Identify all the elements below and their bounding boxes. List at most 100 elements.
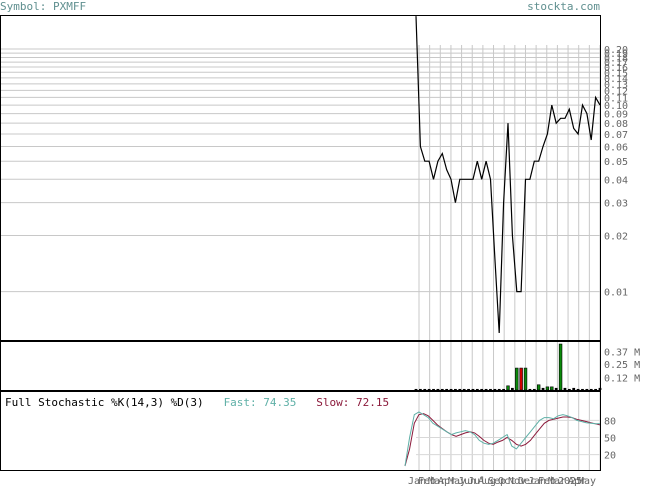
x-tick-label: May [448,476,466,486]
price-tick-label: 0.08 [604,119,628,130]
volume-bar [532,388,536,390]
volume-panel: 0.37 M 0.25 M 0.12 M [414,343,640,391]
volume-bar [589,388,593,390]
volume-bar [489,388,492,390]
volume-bar [515,367,519,391]
volume-bar [554,387,558,390]
volume-bar [445,388,449,390]
stochastic-title: Full Stochastic %K(14,3) %D(3) [5,396,204,409]
volume-bar [541,387,545,390]
volume-bar [458,388,462,390]
volume-bar [502,388,506,390]
price-tick-label: 0.06 [604,142,628,153]
volume-bar [550,386,554,391]
price-tick-label: 0.14 [604,74,628,85]
price-tick-label: 0.07 [604,130,628,141]
volume-bar [484,388,488,390]
volume-bar [567,388,571,390]
x-tick-label: Feb [538,476,556,486]
price-tick-label: 0.11 [604,93,628,104]
volume-bar [471,388,475,390]
volume-bar [576,388,580,390]
x-tick-label: Jun [458,476,476,486]
x-tick-label: Mar [548,476,566,486]
price-tick-label: 0.13 [604,80,628,91]
x-tick-label: Jan [528,476,546,486]
symbol-label: Symbol: PXMFF [0,0,87,13]
stoch-tick-label: 20 [604,451,616,462]
volume-bar [594,388,598,390]
stochastic-panel: 80 50 20 [404,411,616,467]
price-tick-label: 0.18 [604,53,628,64]
x-tick-label: Oct [498,476,516,486]
price-tick-label: 0.19 [604,49,628,60]
x-tick-label: Apr [438,476,456,486]
volume-bar [418,388,422,390]
volume-bar [545,386,550,391]
volume-bar [585,388,589,390]
volume-bar [558,343,563,391]
volume-bar [423,388,427,390]
volume-bar [480,388,484,390]
volume-bar [519,367,523,391]
price-tick-label: 0.03 [604,199,628,210]
price-tick-label: 0.01 [604,288,628,299]
volume-bar [440,388,444,390]
stoch-slow-line [404,413,601,467]
x-tick-label: Jul [468,476,486,486]
stoch-frame [0,391,601,471]
volume-bar [523,367,528,391]
x-tick-label: Mar [428,476,446,486]
volume-bar [581,388,584,390]
volume-bar [462,388,466,390]
stoch-fast-line [404,411,601,467]
volume-bar [528,388,532,390]
x-tick-label: 2025 [558,476,582,486]
x-tick-label: May [578,476,596,486]
x-tick-label: Dec [518,476,536,486]
price-tick-label: 0.12 [604,86,628,97]
volume-tick-label: 0.25 M [604,360,640,371]
volume-bar [414,388,418,390]
site-label[interactable]: stockta.com [527,0,600,13]
price-panel: 0.200.190.180.170.160.150.140.130.120.11… [415,16,628,334]
price-tick-label: 0.16 [604,63,628,74]
price-tick-label: 0.17 [604,58,628,69]
volume-bar [572,387,576,390]
x-tick-label: Aug [478,476,496,486]
volume-bar [475,388,479,390]
volume-bar [449,388,453,390]
volume-bar [432,388,435,390]
volume-bar [510,387,514,390]
price-line [415,16,601,334]
price-tick-label: 0.09 [604,110,628,121]
volume-bar [563,387,567,390]
volume-bar [427,388,431,390]
x-tick-label: Feb [418,476,436,486]
x-tick-label: Sep [488,476,506,486]
x-axis: JanFebMarAprMayJunJulAugSepOctNovDecJanF… [408,476,596,486]
fast-value: Fast: 74.35 [223,396,297,409]
volume-bar [497,388,501,390]
stochastic-legend: Full Stochastic %K(14,3) %D(3) Fast: 74.… [5,396,389,409]
price-tick-label: 0.02 [604,231,628,242]
slow-value: Slow: 72.15 [316,396,390,409]
volume-bar [536,384,541,391]
volume-bar [506,385,510,391]
x-tick-label: Jan [408,476,426,486]
volume-bar [454,388,457,390]
price-tick-label: 0.04 [604,175,628,186]
price-tick-label: 0.05 [604,157,628,168]
price-frame [0,15,601,341]
panel-frames [0,15,601,471]
volume-tick-label: 0.37 M [604,347,640,358]
volume-bar [467,388,470,390]
volume-bar [493,388,497,390]
x-tick-label: Apr [568,476,586,486]
x-tick-label: Nov [508,476,526,486]
volume-tick-label: 0.12 M [604,373,640,384]
volume-bar [436,388,440,390]
stoch-tick-label: 50 [604,434,616,445]
price-tick-label: 0.10 [604,101,628,112]
